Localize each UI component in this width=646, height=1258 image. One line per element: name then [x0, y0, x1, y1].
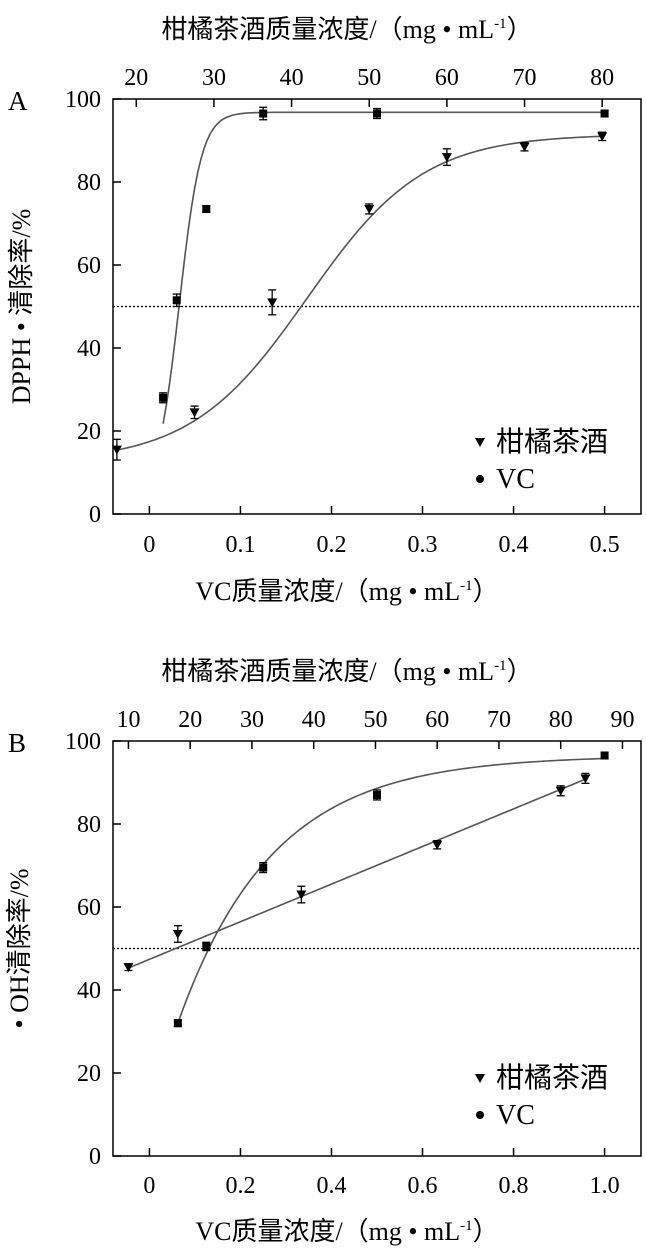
data-point-vc [373, 790, 381, 799]
top-x-tick-label: 80 [549, 707, 573, 733]
top-x-tick-label: 10 [116, 707, 140, 733]
y-tick-label: 40 [77, 978, 101, 1004]
data-point-citrus-wine [519, 142, 530, 152]
bottom-axis-title-close: ） [473, 577, 499, 606]
data-point-vc [159, 393, 168, 402]
bottom-axis-title-main: VC质量浓度/（mg • mL [195, 577, 460, 606]
y-tick-label: 0 [89, 502, 101, 528]
top-x-tick-label: 50 [363, 707, 387, 733]
top-axis-title-main: 柑橘茶酒质量浓度/（mg • mL [161, 15, 494, 44]
top-axis-title-close: ） [507, 15, 533, 44]
top-axis-title-close: ） [507, 657, 533, 686]
x-tick-label: 1.0 [590, 1173, 620, 1199]
y-tick-label: 20 [77, 1061, 101, 1087]
legend-marker-citrus-wine [475, 438, 485, 447]
fit-curve-vc [177, 757, 605, 1024]
y-tick-label: 100 [65, 729, 101, 755]
panel-b: 0 20 40 60 80 100 0 0.2 0.4 0.6 0.8 1.0 10 20 30 40 50 60… [5, 657, 642, 1246]
data-point-vc [172, 296, 181, 305]
top-x-tick-label: 90 [610, 707, 634, 733]
fit-curve-citrus-wine [128, 778, 586, 969]
data-point-citrus-wine [172, 929, 183, 939]
top-x-tick-label: 50 [357, 65, 381, 91]
top-x-tick-label: 80 [590, 65, 614, 91]
y-tick-label: 20 [77, 419, 101, 445]
data-point-citrus-wine [189, 408, 200, 418]
legend-marker-vc [476, 475, 484, 483]
top-x-tick-label: 70 [487, 707, 511, 733]
y-tick-label: 0 [89, 1144, 101, 1170]
top-axis-title-sup: -1 [494, 16, 507, 32]
data-point-citrus-wine [296, 890, 307, 900]
legend-label-citrus-wine: 柑橘茶酒 [496, 1062, 608, 1094]
data-point-vc [600, 109, 609, 118]
data-point-citrus-wine [580, 774, 591, 784]
top-x-tick-label: 20 [124, 65, 148, 91]
y-tick-label: 60 [77, 253, 101, 279]
bottom-axis-title: VC质量浓度/（mg • mL-1） [195, 1217, 498, 1246]
top-x-tick-label: 40 [302, 707, 326, 733]
data-point-vc [202, 942, 211, 951]
y-axis-title: DPPH • 清除率/% [7, 209, 36, 404]
panel-label: A [8, 86, 28, 116]
fit-curve-citrus-wine [116, 135, 603, 451]
data-point-citrus-wine [267, 298, 278, 308]
top-axis-title-main: 柑橘茶酒质量浓度/（mg • mL [161, 657, 494, 686]
top-axis-title: 柑橘茶酒质量浓度/（mg • mL-1） [161, 15, 532, 44]
bottom-axis-title-sup: -1 [460, 578, 473, 594]
top-x-tick-label: 30 [240, 707, 264, 733]
legend-label-vc: VC [496, 1100, 535, 1131]
x-tick-label: 0.6 [408, 1173, 438, 1199]
top-axis-title-sup: -1 [494, 658, 507, 674]
panel-label: B [8, 728, 26, 758]
legend-label-vc: VC [496, 464, 535, 495]
x-tick-label: 0.2 [225, 1173, 255, 1199]
top-x-tick-label: 20 [178, 707, 202, 733]
x-tick-label: 0.8 [499, 1173, 529, 1199]
data-point-citrus-wine [432, 840, 443, 850]
top-x-tick-label: 60 [425, 707, 449, 733]
data-point-citrus-wine [123, 963, 134, 973]
data-point-vc [173, 1019, 182, 1028]
legend-label-citrus-wine: 柑橘茶酒 [496, 426, 608, 458]
bottom-axis-title-main: VC质量浓度/（mg • mL [195, 1217, 460, 1246]
x-tick-label: 0.4 [499, 532, 529, 558]
data-point-citrus-wine [364, 204, 375, 214]
legend-marker-citrus-wine [475, 1074, 485, 1083]
top-x-tick-label: 60 [435, 65, 459, 91]
y-axis-title: • OH清除率/% [5, 868, 34, 1028]
y-tick-label: 100 [65, 87, 101, 113]
data-point-vc [373, 109, 381, 118]
fit-curve-vc [162, 111, 605, 424]
data-point-vc [202, 204, 211, 213]
x-tick-label: 0.5 [590, 532, 620, 558]
data-point-citrus-wine [597, 132, 608, 142]
x-tick-label: 0.2 [316, 532, 346, 558]
x-tick-label: 0 [143, 532, 155, 558]
y-tick-label: 80 [77, 170, 101, 196]
x-tick-label: 0.3 [408, 532, 438, 558]
data-point-vc [259, 863, 268, 872]
data-point-citrus-wine [111, 445, 122, 455]
y-tick-label: 60 [77, 895, 101, 921]
x-tick-label: 0.4 [316, 1173, 346, 1199]
legend-marker-vc [476, 1111, 484, 1119]
top-axis-title: 柑橘茶酒质量浓度/（mg • mL-1） [161, 657, 532, 686]
top-x-tick-label: 70 [513, 65, 537, 91]
data-point-citrus-wine [555, 786, 566, 796]
panel-a: 0 20 40 60 80 100 0 0.1 0.2 0.3 0.4 0.5 20 30 40 50 60 70… [7, 15, 642, 606]
x-tick-label: 0 [143, 1173, 155, 1199]
x-tick-label: 0.1 [225, 532, 255, 558]
y-tick-label: 40 [77, 336, 101, 362]
top-x-tick-label: 40 [280, 65, 304, 91]
bottom-axis-title: VC质量浓度/（mg • mL-1） [195, 577, 498, 606]
data-point-citrus-wine [441, 153, 452, 163]
data-point-vc [600, 751, 609, 760]
top-x-tick-label: 30 [202, 65, 226, 91]
data-point-vc [259, 109, 268, 118]
bottom-axis-title-close: ） [473, 1217, 499, 1246]
y-tick-label: 80 [77, 812, 101, 838]
bottom-axis-title-sup: -1 [460, 1218, 473, 1234]
